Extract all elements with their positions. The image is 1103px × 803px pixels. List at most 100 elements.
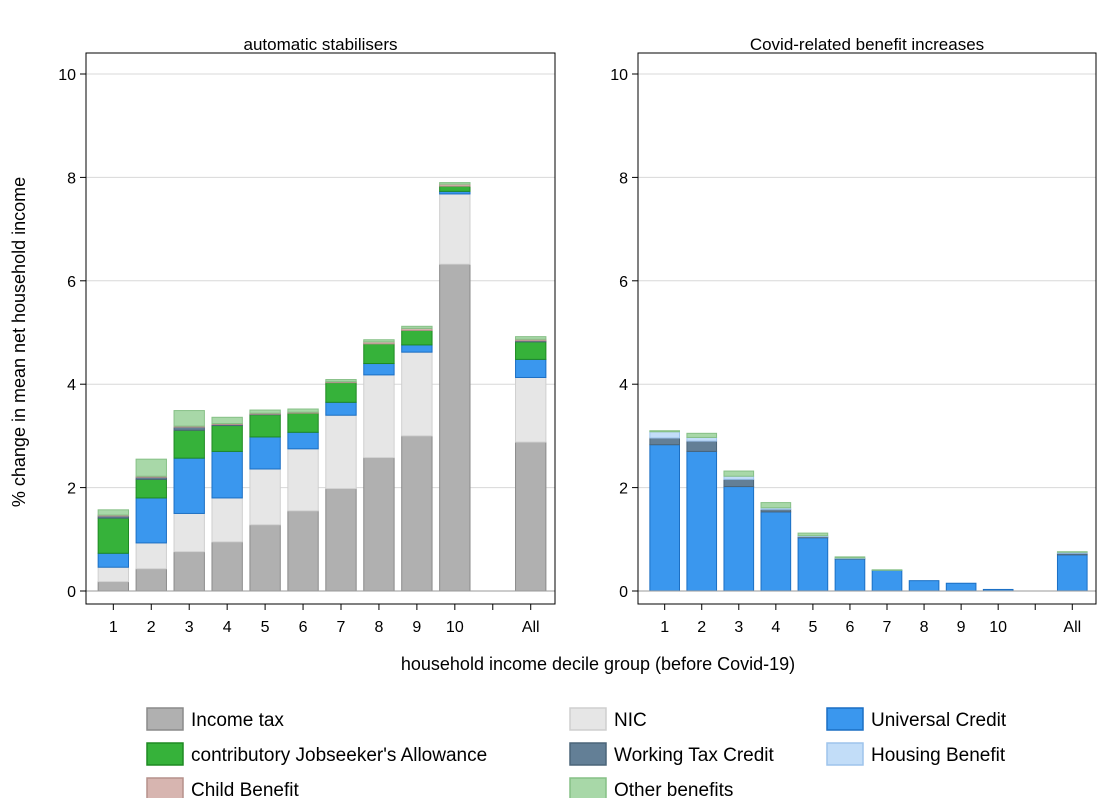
x-axis-label: household income decile group (before Co…: [401, 654, 795, 674]
bar-segment: [363, 339, 395, 343]
legend-label: Universal Credit: [871, 710, 1007, 731]
bar-segment: [211, 416, 243, 424]
y-tick-label: 0: [619, 584, 628, 601]
legend-swatch: [146, 777, 184, 801]
bar-segment: [325, 488, 357, 592]
bar-segment: [439, 193, 471, 265]
legend-swatch: [146, 707, 184, 731]
y-tick-label: 10: [58, 67, 76, 84]
bar-segment: [515, 341, 547, 360]
x-tick-label: 7: [883, 619, 892, 636]
x-tick-label: 6: [299, 619, 308, 636]
bar-segment: [325, 401, 357, 416]
bar-segment: [797, 532, 829, 537]
bar-segment: [723, 470, 755, 477]
bar-segment: [211, 450, 243, 499]
x-tick-label: 1: [109, 619, 118, 636]
x-tick-label: 4: [771, 619, 780, 636]
bar-segment: [686, 432, 718, 438]
bar-segment: [135, 478, 167, 499]
bar-segment: [325, 414, 357, 490]
bar-segment: [515, 358, 547, 378]
bar-segment: [249, 436, 281, 470]
x-tick-label: 6: [846, 619, 855, 636]
y-tick-label: 6: [619, 274, 628, 291]
bar-segment: [515, 336, 547, 340]
bar-segment: [135, 568, 167, 592]
x-tick-label: All: [1063, 619, 1081, 636]
bar-segment: [363, 343, 395, 365]
bar-segment: [686, 440, 718, 452]
bar-segment: [249, 409, 281, 414]
panel-title: automatic stabilisers: [243, 35, 397, 54]
bar-segment: [363, 457, 395, 592]
bar-segment: [760, 502, 792, 509]
bar-segment: [97, 566, 129, 583]
legend-swatch: [569, 707, 607, 731]
bar-segment: [249, 468, 281, 526]
y-tick-label: 8: [67, 170, 76, 187]
x-tick-label: 5: [808, 619, 817, 636]
legend-label: Income tax: [191, 710, 284, 731]
x-tick-label: 4: [223, 619, 232, 636]
bar-segment: [173, 512, 205, 553]
bar-segment: [363, 374, 395, 459]
x-tick-label: 8: [920, 619, 929, 636]
y-tick-label: 2: [67, 481, 76, 498]
bar-segment: [363, 363, 395, 376]
y-tick-label: 4: [619, 377, 628, 394]
bar-segment: [287, 431, 319, 450]
bar-segment: [135, 542, 167, 570]
bar-segment: [439, 263, 471, 592]
legend-swatch: [146, 742, 184, 766]
bar-segment: [515, 376, 547, 443]
bar-segment: [401, 435, 433, 592]
x-tick-label: 2: [147, 619, 156, 636]
y-tick-label: 8: [619, 170, 628, 187]
y-axis-label: % change in mean net household income: [9, 177, 29, 507]
bar-segment: [97, 509, 129, 516]
bar-segment: [173, 457, 205, 514]
legend-swatch: [826, 707, 864, 731]
y-tick-label: 10: [610, 67, 628, 84]
bar-segment: [401, 344, 433, 353]
bar-segment: [945, 582, 977, 592]
x-tick-label: 8: [374, 619, 383, 636]
bar-segment: [401, 351, 433, 437]
x-tick-label: All: [522, 619, 540, 636]
bar-segment: [871, 569, 903, 571]
plot-frame: [637, 52, 1097, 605]
x-tick-label: 3: [734, 619, 743, 636]
legend-swatch: [826, 742, 864, 766]
y-tick-label: 4: [67, 377, 76, 394]
legend-label: NIC: [614, 710, 647, 731]
bar-segment: [325, 382, 357, 403]
bar-segment: [908, 580, 940, 592]
legend-label: Child Benefit: [191, 780, 299, 798]
bar-segment: [287, 412, 319, 433]
bar-segment: [211, 497, 243, 543]
bar-segment: [249, 414, 281, 438]
bar-segment: [649, 430, 681, 433]
bar-segment: [401, 325, 433, 329]
bar-segment: [97, 552, 129, 568]
bar-segment: [173, 551, 205, 592]
legend-swatch: [569, 777, 607, 801]
x-tick-label: 5: [261, 619, 270, 636]
bar-segment: [325, 379, 357, 383]
x-tick-label: 9: [957, 619, 966, 636]
bar-segment: [173, 410, 205, 427]
bar-segment: [871, 569, 903, 592]
bar-segment: [135, 458, 167, 477]
panel-title: Covid-related benefit increases: [750, 35, 984, 54]
bar-segment: [515, 441, 547, 592]
bar-segment: [287, 408, 319, 413]
bar-segment: [834, 556, 866, 559]
bar-segment: [723, 486, 755, 592]
x-tick-label: 3: [185, 619, 194, 636]
bar-segment: [287, 510, 319, 592]
legend-label: Housing Benefit: [871, 745, 1006, 766]
bar-segment: [211, 425, 243, 452]
